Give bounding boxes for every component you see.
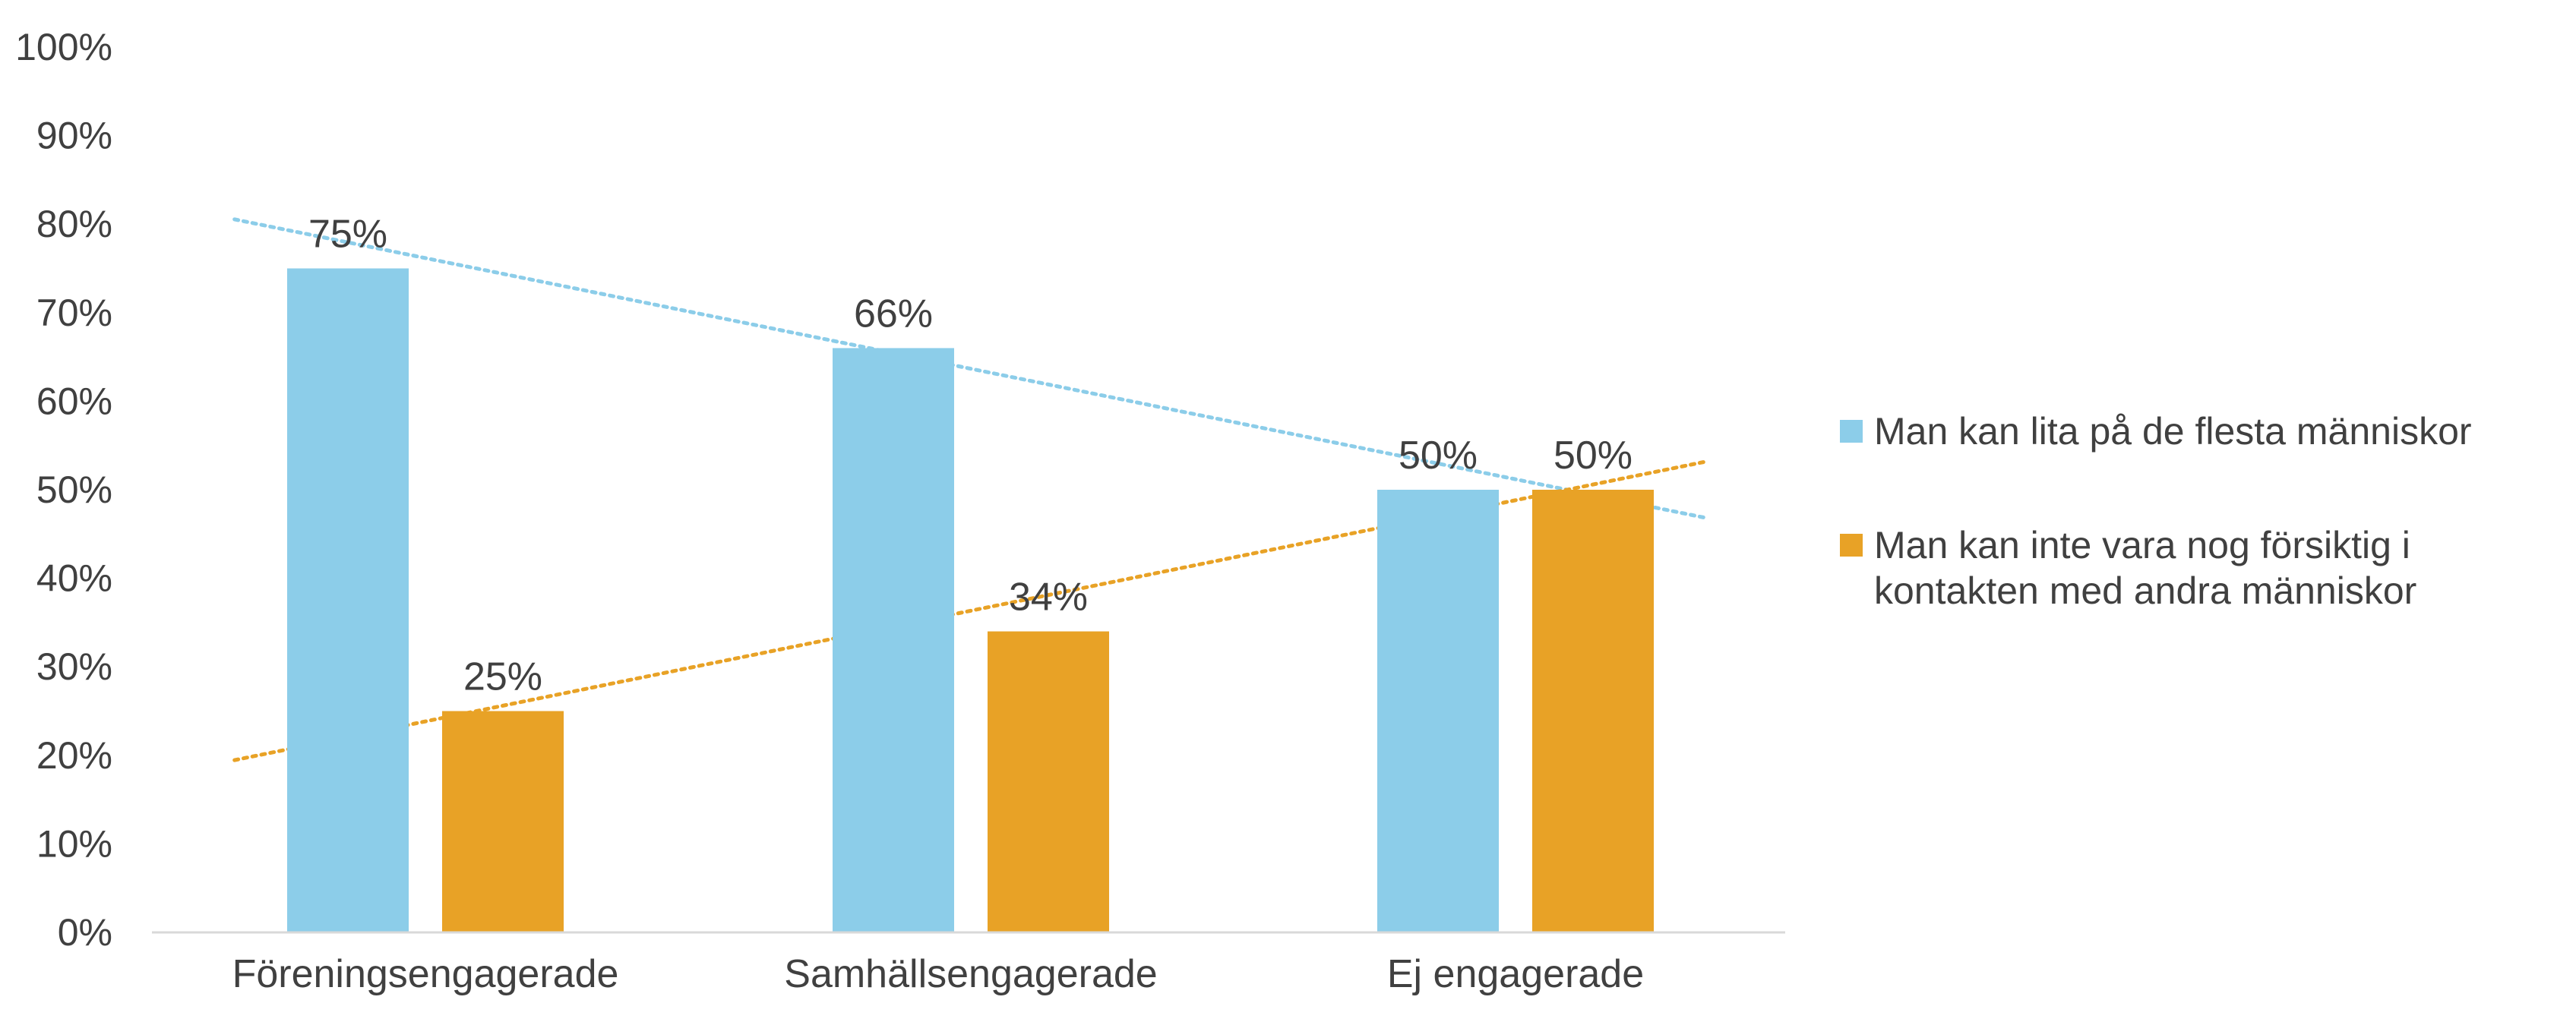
legend: Man kan lita på de flesta människor Man k… (1840, 410, 2472, 612)
bars (287, 268, 1654, 932)
bar-ej-engagerade-series-1 (1377, 490, 1499, 932)
legend-swatch (1840, 420, 1863, 443)
bar-foreningsengagerade-series-2 (442, 711, 564, 932)
bar-samhallsengagerade-series-1 (833, 348, 954, 932)
legend-label: kontakten med andra människor (1874, 569, 2416, 612)
bar-ej-engagerade-series-2 (1532, 490, 1654, 932)
y-tick-label: 40% (36, 557, 112, 600)
y-tick-label: 10% (36, 822, 112, 865)
data-labels: 75% 66% 50% 25% 34% 50% (308, 213, 1633, 699)
y-tick-label: 60% (36, 380, 112, 422)
x-category-label: Samhällsengagerade (784, 952, 1157, 996)
y-tick-label: 20% (36, 734, 112, 777)
data-label: 50% (1554, 434, 1633, 478)
y-tick-label: 80% (36, 203, 112, 245)
y-tick-label: 30% (36, 645, 112, 688)
bar-samhallsengagerade-series-2 (988, 631, 1109, 932)
data-label: 66% (854, 292, 933, 336)
y-tick-label: 50% (36, 468, 112, 511)
y-tick-label: 100% (15, 26, 112, 68)
data-label: 50% (1399, 434, 1478, 478)
bar-foreningsengagerade-series-1 (287, 268, 409, 932)
legend-label: Man kan lita på de flesta människor (1874, 410, 2472, 453)
data-label: 34% (1009, 576, 1088, 620)
trendline-series-1 (232, 217, 1709, 520)
data-label: 25% (463, 655, 542, 699)
legend-label: Man kan inte vara nog försiktig i (1874, 524, 2410, 566)
x-axis: Föreningsengagerade Samhällsengagerade Ej … (232, 952, 1645, 996)
x-category-label: Ej engagerade (1387, 952, 1644, 996)
y-tick-label: 0% (58, 911, 112, 954)
y-axis: 0% 10% 20% 30% 40% 50% 60% 70% 80% 90% 100% (15, 26, 112, 954)
legend-swatch (1840, 534, 1863, 557)
x-category-label: Föreningsengagerade (232, 952, 619, 996)
y-tick-label: 70% (36, 292, 112, 334)
y-tick-label: 90% (36, 115, 112, 157)
data-label: 75% (308, 213, 387, 257)
